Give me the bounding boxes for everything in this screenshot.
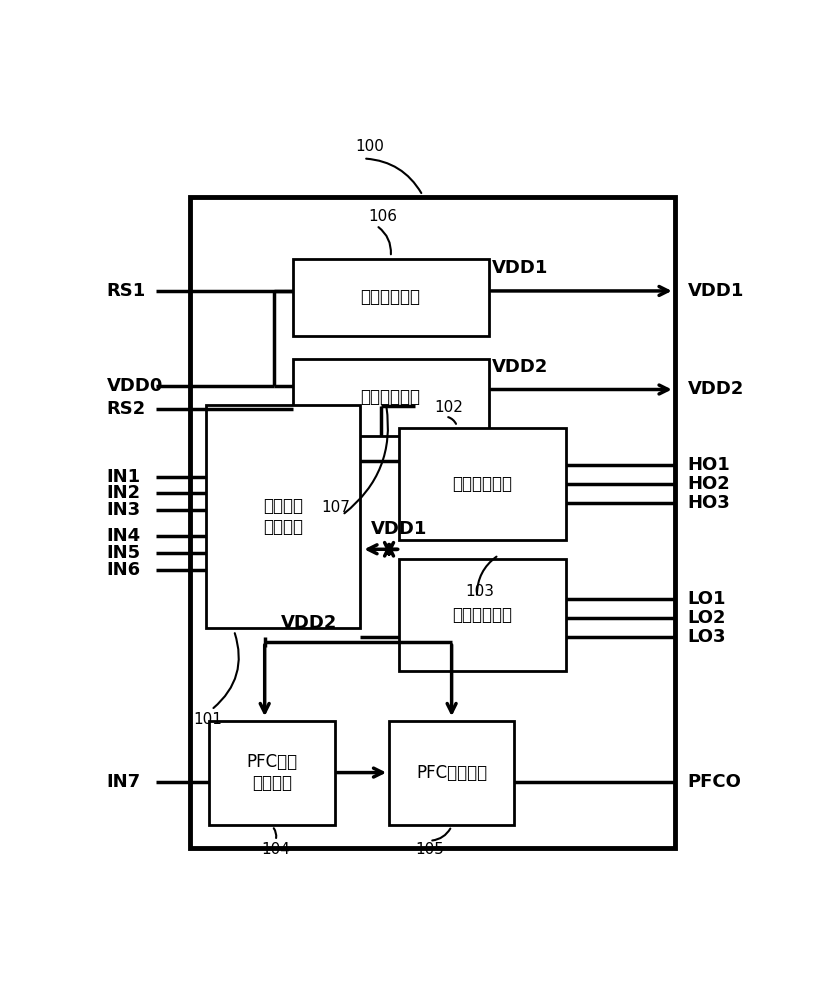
Text: HO1: HO1: [686, 456, 729, 474]
Text: VDD0: VDD0: [107, 377, 163, 395]
Text: LO1: LO1: [686, 590, 725, 608]
Text: RS1: RS1: [107, 282, 146, 300]
Text: VDD1: VDD1: [370, 520, 427, 538]
Text: PFC逻辑
缓冲电路: PFC逻辑 缓冲电路: [246, 753, 297, 792]
Text: 104: 104: [261, 842, 289, 857]
Bar: [399, 559, 565, 671]
Text: HO3: HO3: [686, 494, 729, 512]
Text: IN5: IN5: [107, 544, 141, 562]
Bar: [190, 197, 674, 848]
Text: LO3: LO3: [686, 628, 725, 646]
Text: VDD2: VDD2: [491, 358, 547, 376]
Text: 上桥驱动电路: 上桥驱动电路: [452, 475, 511, 493]
Text: 第一调压模块: 第一调压模块: [361, 288, 420, 306]
Text: 103: 103: [465, 584, 494, 599]
Text: IN4: IN4: [107, 527, 141, 545]
Text: 107: 107: [321, 500, 350, 515]
Bar: [209, 721, 334, 825]
Text: 105: 105: [414, 842, 443, 857]
Bar: [399, 428, 565, 540]
Text: VDD2: VDD2: [280, 614, 337, 632]
Text: IN1: IN1: [107, 468, 141, 486]
Text: RS2: RS2: [107, 400, 146, 418]
Bar: [389, 721, 514, 825]
Bar: [206, 405, 360, 628]
Text: VDD1: VDD1: [686, 282, 743, 300]
Text: LO2: LO2: [686, 609, 725, 627]
Text: 逆变逻辑
缓冲电路: 逆变逻辑 缓冲电路: [263, 497, 303, 536]
Bar: [293, 359, 488, 436]
Text: IN3: IN3: [107, 501, 141, 519]
Text: 下桥驱动电路: 下桥驱动电路: [452, 606, 511, 624]
Text: 100: 100: [355, 139, 384, 154]
Text: IN7: IN7: [107, 773, 141, 791]
Text: 106: 106: [368, 209, 397, 224]
Text: 101: 101: [194, 712, 222, 727]
Text: 第二调压模块: 第二调压模块: [361, 388, 420, 406]
Bar: [293, 259, 488, 336]
Text: IN2: IN2: [107, 484, 141, 502]
Text: PFCO: PFCO: [686, 773, 740, 791]
Text: HO2: HO2: [686, 475, 729, 493]
Text: IN6: IN6: [107, 561, 141, 579]
Text: VDD1: VDD1: [491, 259, 547, 277]
Text: PFC驱动电路: PFC驱动电路: [415, 764, 486, 782]
Text: VDD2: VDD2: [686, 380, 743, 398]
Text: 102: 102: [434, 400, 462, 415]
